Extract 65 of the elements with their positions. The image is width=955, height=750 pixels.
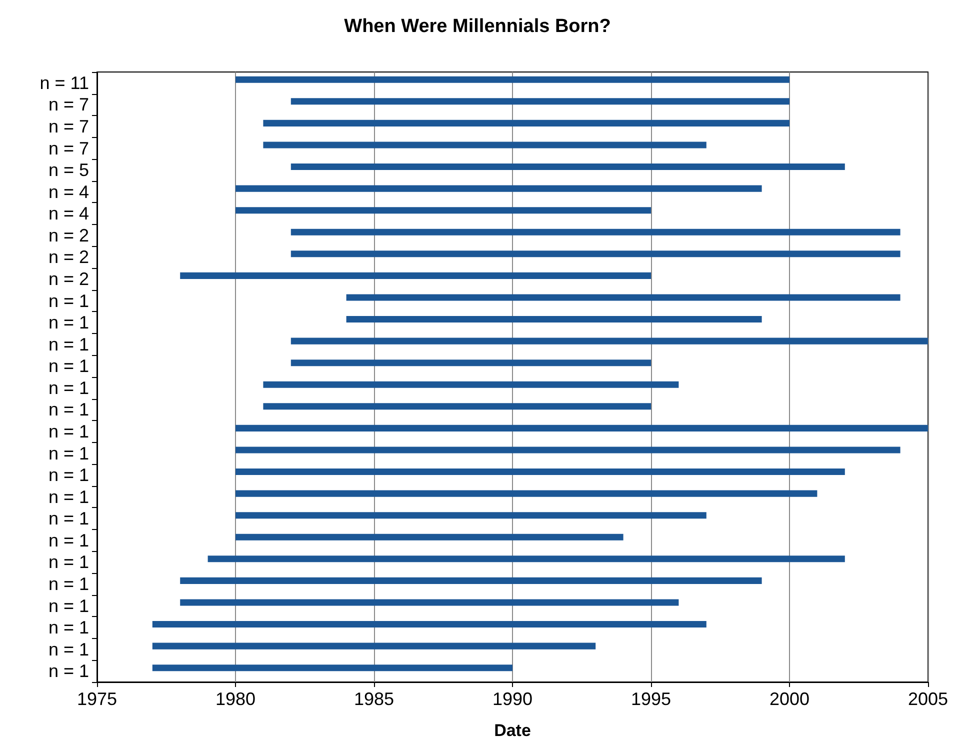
bar [236, 468, 845, 476]
bar [208, 556, 845, 562]
y-tick-label: n = 1 [48, 421, 89, 442]
x-tick-label: 1985 [354, 689, 394, 709]
bar [152, 621, 706, 628]
bar [236, 424, 928, 432]
bar [346, 316, 762, 323]
y-tick-label: n = 7 [48, 138, 89, 158]
bar [346, 294, 900, 301]
y-tick-label: n = 1 [48, 661, 89, 682]
y-tick-label: n = 1 [48, 530, 89, 550]
y-tick-label: n = 7 [48, 94, 89, 115]
bar [290, 228, 900, 236]
bar [263, 120, 790, 126]
y-tick-label: n = 1 [48, 596, 89, 616]
bar [180, 272, 651, 279]
y-tick-label: n = 2 [48, 225, 89, 246]
bar [290, 250, 900, 258]
bar [180, 599, 679, 606]
bar [263, 403, 651, 410]
y-tick-label: n = 2 [48, 247, 89, 268]
bar [290, 164, 845, 170]
bar [236, 534, 624, 540]
y-tick-label: n = 1 [48, 400, 89, 420]
bar [180, 577, 762, 584]
y-tick-label: n = 1 [48, 486, 89, 507]
x-tick-label: 1975 [76, 689, 118, 709]
bar [290, 98, 790, 105]
y-tick-label: n = 5 [48, 160, 89, 180]
y-tick-label: n = 1 [48, 334, 89, 354]
y-tick-label: n = 1 [48, 508, 89, 529]
y-tick-label: n = 4 [48, 204, 89, 224]
x-tick-label: 2000 [769, 689, 810, 709]
chart-title: When Were Millennials Born? [344, 16, 611, 37]
bar [152, 664, 512, 672]
x-tick-label: 1980 [215, 689, 256, 709]
y-tick-label: n = 1 [48, 574, 89, 594]
bar [236, 512, 706, 519]
bar [236, 207, 651, 214]
y-tick-label: n = 1 [48, 312, 89, 333]
y-tick-label: n = 11 [40, 72, 89, 93]
bar [236, 490, 818, 497]
y-tick-label: n = 1 [48, 356, 89, 376]
x-axis-title: Date [494, 721, 531, 740]
y-tick-label: n = 1 [48, 290, 89, 311]
x-tick-label: 2005 [908, 689, 948, 709]
bar [263, 381, 679, 388]
y-tick-label: n = 4 [48, 182, 89, 202]
x-tick-label: 1995 [630, 689, 672, 709]
x-tick-label: 1990 [492, 689, 533, 709]
bar [236, 185, 762, 192]
bar [152, 642, 596, 650]
y-tick-label: n = 1 [48, 552, 89, 572]
bar [290, 338, 928, 344]
y-tick-label: n = 7 [48, 116, 89, 136]
y-tick-label: n = 1 [48, 378, 89, 398]
y-tick-label: n = 1 [48, 443, 89, 464]
y-tick-label: n = 1 [48, 639, 89, 660]
y-tick-label: n = 1 [48, 618, 89, 638]
y-tick-label: n = 1 [48, 465, 89, 486]
bar [263, 142, 706, 148]
bar [290, 360, 651, 366]
y-tick-label: n = 2 [48, 268, 89, 289]
bar [236, 76, 790, 83]
bar [236, 446, 900, 454]
